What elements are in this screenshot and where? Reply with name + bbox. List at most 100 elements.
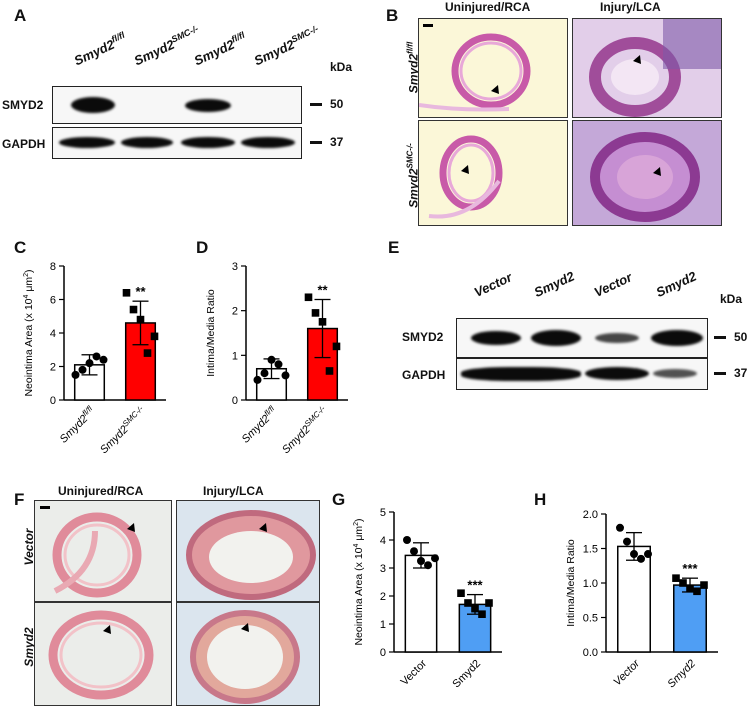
y-tick-label: 6 — [50, 295, 56, 307]
data-point — [644, 550, 652, 559]
y-tick-label: 0.0 — [583, 647, 598, 659]
y-tick-label: 4 — [380, 535, 386, 547]
bar — [673, 584, 707, 653]
y-tick-label: 2 — [380, 591, 386, 603]
data-point — [267, 355, 276, 364]
data-point — [253, 375, 262, 384]
data-point — [457, 589, 465, 597]
panel-e-letter: E — [388, 238, 400, 257]
category-label: Smyd2fl/fl — [238, 404, 280, 446]
data-point — [325, 367, 334, 375]
significance-label: *** — [467, 578, 483, 593]
data-point — [92, 352, 101, 361]
blot-band — [585, 367, 649, 380]
category-label: Smyd2SMC-/- — [279, 404, 331, 456]
data-point — [485, 599, 493, 607]
chart-g-svg: 0 1 2 3 4 5 Neointima Area (x 104 μm2) Vector **… — [353, 507, 502, 691]
blot-a-lane-1: Smyd2fl/fl — [71, 29, 127, 69]
significance-label: ** — [135, 284, 146, 299]
category-label: Smyd2 — [450, 658, 483, 691]
histology-b-uninjured-smc — [418, 120, 568, 226]
histology-f-injury-vector — [176, 500, 320, 602]
panel-f-col-injury: Injury/LCA — [203, 484, 264, 498]
blot-a-kda: kDa — [330, 60, 353, 74]
panel-d-letter: D — [196, 238, 209, 257]
scale-bar — [40, 506, 50, 509]
blot-e-gapdh-membrane — [456, 358, 708, 390]
data-point — [410, 547, 418, 556]
category-label: Smyd2SMC-/- — [97, 404, 149, 456]
bar — [617, 545, 651, 653]
blot-a-lane-4: Smyd2SMC-/- — [251, 23, 320, 69]
y-tick-label: 0.5 — [583, 613, 598, 625]
data-point — [623, 537, 631, 546]
data-point — [281, 371, 290, 380]
data-point — [99, 355, 108, 364]
y-tick-label: 0 — [380, 647, 386, 659]
blot-e-mw-50: 50 — [734, 330, 748, 344]
histology-f-uninjured-vector — [34, 500, 172, 602]
y-tick-label: 0 — [232, 395, 238, 407]
panel-a-letter: A — [14, 6, 27, 25]
significance-label: *** — [682, 561, 698, 576]
blot-e-mw-37: 37 — [734, 366, 748, 380]
data-point — [431, 554, 439, 563]
blot-band — [531, 330, 581, 346]
blot-band — [185, 99, 231, 112]
blot-band — [471, 331, 521, 345]
data-point — [700, 581, 708, 589]
mw-tick — [714, 336, 726, 339]
panel-b-col-uninjured: Uninjured/RCA — [445, 0, 531, 14]
y-tick-label: 1.5 — [583, 544, 598, 556]
blot-a-mw-50: 50 — [330, 97, 344, 111]
data-point — [274, 360, 283, 369]
data-point — [136, 315, 145, 324]
data-point — [679, 579, 687, 587]
data-point — [78, 365, 87, 374]
blot-e-smyd2-label: SMYD2 — [402, 330, 444, 344]
blot-band — [653, 369, 697, 378]
data-point — [71, 370, 80, 379]
data-point — [122, 289, 131, 297]
histology-f-uninjured-smyd2 — [34, 602, 172, 706]
panel-h-letter: H — [534, 490, 547, 509]
category-label: Smyd2fl/fl — [56, 404, 98, 446]
blot-band — [59, 137, 115, 148]
data-point — [143, 349, 152, 357]
blot-band — [595, 333, 639, 343]
y-tick-label: 1 — [380, 619, 386, 631]
data-point — [686, 584, 694, 593]
data-point — [260, 369, 269, 378]
data-point — [403, 536, 411, 544]
data-point — [637, 554, 645, 563]
blot-e-kda: kDa — [720, 292, 743, 306]
y-tick-label: 1 — [232, 350, 238, 362]
blot-a-gapdh-membrane — [52, 127, 302, 159]
blot-a-smyd2-label: SMYD2 — [2, 98, 44, 112]
data-point — [85, 359, 94, 368]
bar — [404, 554, 438, 653]
y-tick-label: 1.0 — [583, 578, 598, 590]
blot-a-lane-2: Smyd2SMC-/- — [131, 23, 200, 69]
blot-band — [241, 137, 295, 148]
blot-band — [121, 137, 173, 148]
y-tick-label: 3 — [232, 261, 238, 273]
y-tick-label: 3 — [380, 563, 386, 575]
chart-d: 0 1 2 3 Intima/Media Ratio Smyd2fl/fl ** Smyd2S… — [200, 252, 365, 457]
blot-e-lane-1: Vector — [471, 269, 515, 300]
chart-c-svg: 0 2 4 6 8 Neointima Area (x 104 μm2) Smyd2fl/f… — [23, 261, 166, 456]
significance-label: ** — [317, 283, 328, 298]
data-point — [311, 309, 320, 317]
histology-b-uninjured-flfl — [418, 18, 568, 118]
y-tick-label: 2 — [50, 362, 56, 374]
blot-e-lane-3: Vector — [591, 269, 635, 300]
data-point — [630, 550, 638, 559]
y-axis-label: Intima/Media Ratio — [565, 539, 577, 627]
y-axis-label: Intima/Media Ratio — [205, 289, 217, 377]
histology-b-injury-flfl — [572, 18, 722, 118]
blot-a-mw-37: 37 — [330, 135, 344, 149]
data-point — [150, 332, 159, 341]
panel-c-letter: C — [14, 238, 27, 257]
y-tick-label: 5 — [380, 507, 386, 519]
histology-f-injury-smyd2 — [176, 602, 320, 706]
